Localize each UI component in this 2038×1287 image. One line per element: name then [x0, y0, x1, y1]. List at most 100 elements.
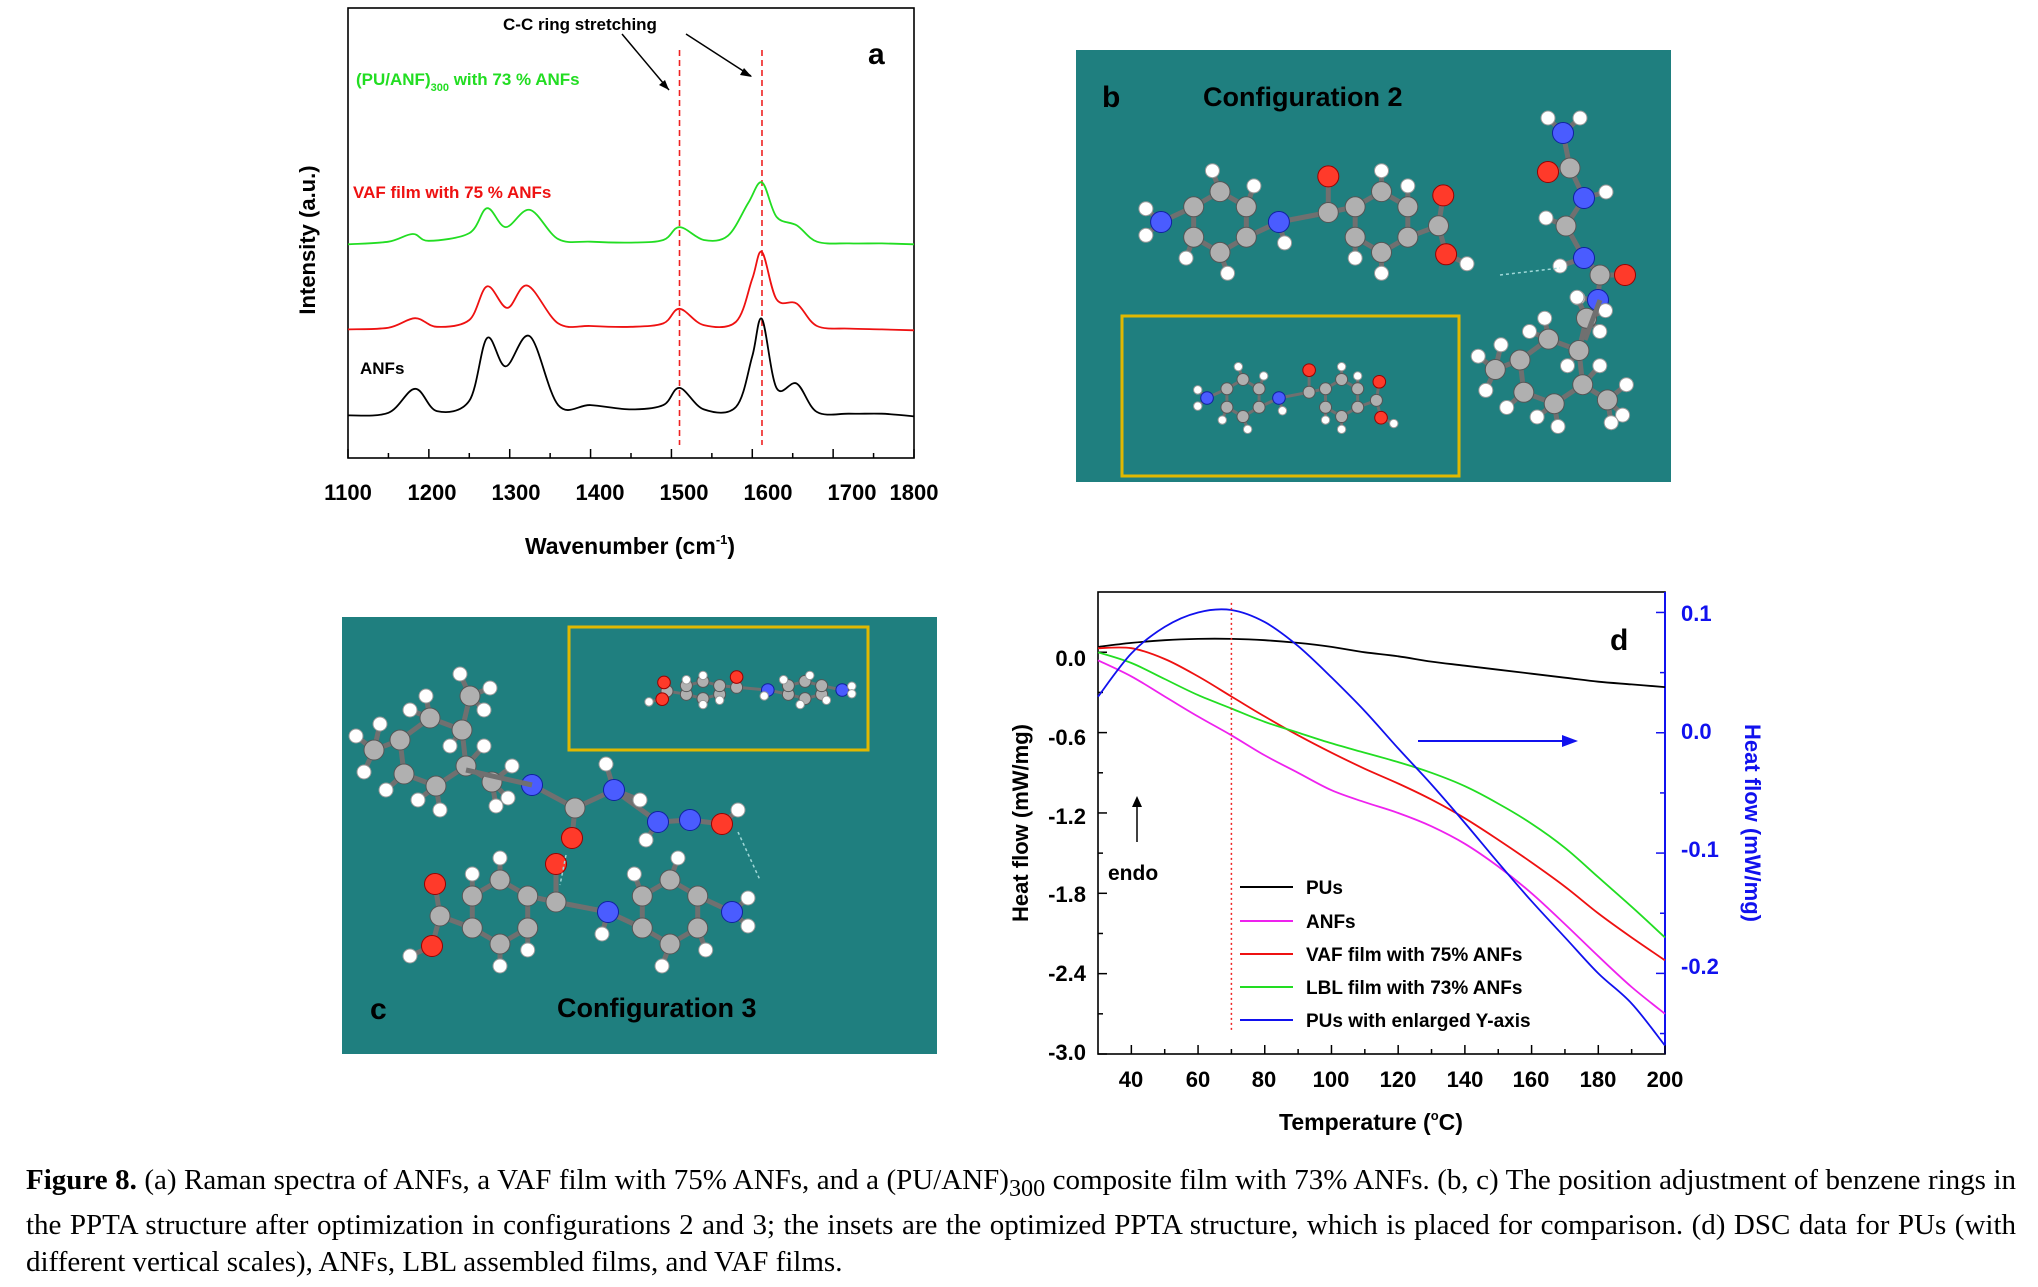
- mol-b-inset-atom-c: [1335, 372, 1349, 386]
- mol-b-atom-c: [1371, 241, 1392, 263]
- mol-c-inset-atom-h: [681, 675, 692, 685]
- mol-c-atom-c: [363, 739, 385, 761]
- caption-subscript: 300: [1008, 1174, 1046, 1202]
- mol-b-inset-atom-h: [1242, 424, 1253, 435]
- mol-b-atom-h: [1598, 303, 1613, 319]
- panel-d-ytick-label: 0.0: [1055, 646, 1086, 671]
- mol-b-atom-c: [1509, 349, 1531, 371]
- panel-a-xtick-label: 1800: [890, 480, 939, 505]
- panel-d-ytick-labels-right: 0.1 0.0 -0.1 -0.2: [1681, 601, 1719, 979]
- mol-b-atom-h: [1569, 289, 1585, 305]
- mol-c-atom-c: [393, 763, 415, 785]
- endo-arrowhead: [1132, 796, 1142, 807]
- panel-d-curve-anfs: [1097, 659, 1666, 1015]
- panel-d-curve-pus-with-enlarged-y-axis: [1097, 608, 1666, 1047]
- mol-c-atom-c: [545, 891, 567, 913]
- mol-c-atom-c: [687, 917, 709, 939]
- mol-b-atom-c: [1397, 196, 1419, 218]
- mol-c-atom-n: [679, 809, 701, 831]
- mol-c-atom-h: [492, 958, 508, 974]
- mol-b-inset-atom-h: [1352, 371, 1363, 381]
- mol-b-atom-h: [1138, 201, 1154, 217]
- mol-c-atom-h: [740, 890, 756, 906]
- mol-c-atom-o: [421, 935, 443, 957]
- mol-b-inset-atom-h: [1259, 371, 1269, 381]
- mol-b-inset-atom-c: [1319, 400, 1333, 414]
- panel-a-spectrum-vaf-film-with-75-anfs: [347, 250, 915, 332]
- mol-c-atom-h: [698, 942, 714, 958]
- mol-b-atom-h: [1572, 110, 1588, 126]
- mol-b-atom-h: [1459, 256, 1475, 272]
- mol-c-atom-c: [687, 885, 709, 907]
- mol-b-atom-c: [1344, 226, 1366, 248]
- panel-c-title: Configuration 3: [557, 993, 756, 1023]
- panel-a-xtick-marks: [347, 449, 915, 458]
- mol-b-atom-h: [1540, 110, 1556, 126]
- mol-c-inset-atom-h: [759, 691, 769, 701]
- panel-c-inset-frame: [567, 625, 870, 752]
- mol-c-atom-h: [476, 702, 492, 718]
- panel-a: 1100 1200 1300 1400 1500 1600 1700 1800 …: [295, 7, 939, 559]
- mol-c-inset-atom-h: [795, 699, 805, 710]
- legend-label: VAF film with 75% ANFs: [1306, 945, 1522, 966]
- panel-d-xtick-label: 80: [1252, 1067, 1276, 1092]
- panel-d-legend: PUs ANFs VAF film with 75% ANFs LBL film…: [1240, 878, 1531, 1032]
- panel-d-right-ytick-label: -0.1: [1681, 837, 1719, 862]
- mol-c-atom-c: [631, 885, 653, 907]
- mol-c-hbond: [559, 854, 567, 886]
- mol-b-atom-c: [1317, 202, 1339, 223]
- mol-b-atom-c: [1371, 181, 1392, 203]
- panel-d-ylabel-left: Heat flow (mW/mg): [1008, 724, 1033, 922]
- panel-a-ylabel: Intensity (a.u.): [295, 165, 320, 314]
- mol-b-atom-h: [1592, 358, 1608, 374]
- caption-text: composite film with 73% ANFs. (b, c) The…: [26, 1164, 2017, 1278]
- mol-b-atom-h: [1499, 400, 1515, 415]
- mol-b-inset-atom-c: [1252, 382, 1266, 396]
- panel-d-curve-lbl-film-with-73-anfs: [1097, 651, 1666, 939]
- mol-c-atom-h: [670, 850, 686, 866]
- panel-d-curve-vaf-film-with-75-anfs: [1097, 646, 1666, 962]
- panel-a-reference-lines: [678, 50, 763, 445]
- legend-label: PUs with enlarged Y-axis: [1306, 1011, 1531, 1032]
- mol-c-atom-h: [348, 728, 364, 744]
- mol-c-atom-c: [564, 797, 586, 819]
- mol-b-atom-h: [1537, 310, 1553, 326]
- panel-c: c Configuration 3: [342, 617, 937, 1054]
- panel-c-letter: c: [370, 993, 387, 1026]
- mol-b-bond: [1582, 299, 1603, 341]
- mol-c-atom-c: [461, 885, 483, 907]
- mol-c-atom-c: [659, 933, 681, 955]
- mol-c-atom-h: [482, 680, 498, 696]
- mol-b-atom-h: [1374, 265, 1389, 281]
- mol-b-inset-atom-h: [1233, 361, 1244, 372]
- mol-b-atom-h: [1592, 324, 1608, 339]
- mol-b-inset-atom-o: [1372, 374, 1387, 389]
- black-series-label: ANFs: [360, 359, 404, 378]
- panel-b-letter: b: [1102, 81, 1120, 114]
- mol-c-atom-h: [730, 802, 746, 818]
- mol-c-atom-n: [603, 779, 625, 801]
- ring-stretch-annotation: C-C ring stretching: [503, 15, 657, 34]
- caption-text: (a) Raman spectra of ANFs, a VAF film wi…: [136, 1164, 1009, 1196]
- mol-b-atom-o: [1435, 243, 1458, 266]
- mol-b-atom-c: [1555, 215, 1577, 237]
- mol-b-inset-atom-c: [1252, 400, 1266, 414]
- mol-c-inset-atom-h: [805, 670, 815, 681]
- mol-b-atom-h: [1598, 184, 1614, 200]
- annotation-arrow: [685, 33, 752, 77]
- mol-c-atom-h: [432, 802, 448, 818]
- panel-a-xtick-label: 1400: [576, 480, 625, 505]
- mol-b-atom-n: [1573, 247, 1595, 269]
- mol-c-atom-h: [740, 918, 756, 934]
- mol-b-atom-h: [1478, 382, 1494, 398]
- mol-b-inset-atom-h: [1389, 418, 1399, 429]
- panel-d-ytick-labels-left: 0.0 -0.6 -1.2 -1.8 -2.4 -3.0: [1048, 646, 1087, 1065]
- panel-a-xlabel: Wavenumber (cm-1): [525, 532, 735, 559]
- panel-d-xtick-label: 160: [1513, 1067, 1550, 1092]
- mol-b-atom-c: [1209, 241, 1231, 263]
- mol-c-atom-h: [452, 666, 468, 682]
- panel-a-xtick-label: 1100: [324, 480, 372, 505]
- mol-b-atom-c: [1344, 196, 1366, 218]
- molecule-inset-pp-ta: [644, 670, 857, 710]
- mol-c-atom-n: [721, 901, 743, 923]
